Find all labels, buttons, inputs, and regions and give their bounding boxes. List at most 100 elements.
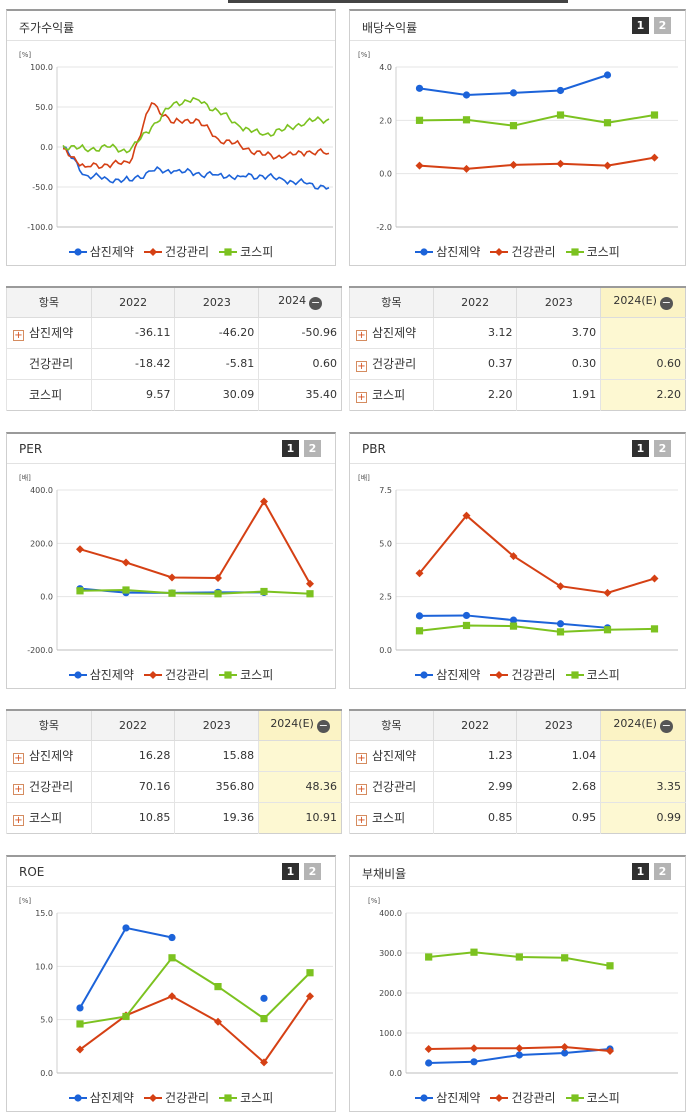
y-tick-label: 200.0 [379, 989, 402, 998]
table-cell: 70.16 [90, 770, 175, 802]
expand-plus-icon[interactable]: + [356, 330, 367, 341]
data-point [122, 924, 130, 932]
data-point [556, 620, 565, 628]
table-cell: -18.42 [90, 347, 175, 379]
row-name: + 코스피 [6, 801, 92, 833]
y-tick-label: 50.0 [35, 103, 53, 112]
series-line [79, 588, 311, 595]
legend-marker [420, 1094, 428, 1102]
expand-plus-icon[interactable]: + [356, 392, 367, 403]
y-tick-label: 0.0 [40, 1069, 53, 1077]
expand-plus-icon[interactable]: + [356, 753, 367, 764]
column-header: 2023 [174, 287, 259, 318]
table-cell: 0.85 [432, 801, 517, 833]
column-header: 항목 [6, 287, 92, 318]
y-tick-label: 0.0 [379, 646, 392, 654]
legend-item[interactable]: 코스피 [565, 243, 620, 260]
legend-item[interactable]: 삼진제약 [68, 666, 134, 683]
legend-item[interactable]: 건강관리 [143, 1089, 209, 1106]
legend-item[interactable]: 코스피 [219, 666, 273, 683]
collapse-icon[interactable]: − [316, 719, 330, 734]
table-cell: 3.35 [600, 770, 686, 802]
y-tick-label: -100.0 [27, 223, 53, 231]
legend-item[interactable]: 삼진제약 [415, 666, 480, 683]
data-point [260, 1058, 268, 1067]
data-point [260, 1015, 268, 1023]
legend-label: 삼진제약 [436, 245, 481, 259]
x-tick-label: 2018/12/28 [42, 230, 88, 231]
view-1-button[interactable]: 1 [282, 440, 299, 457]
data-point [168, 933, 176, 942]
view-1-button[interactable]: 1 [632, 440, 649, 457]
row-name: + 삼진제약 [6, 739, 92, 771]
view-1-button[interactable]: 1 [632, 863, 649, 880]
data-point [462, 116, 471, 124]
legend-item[interactable]: 건강관리 [143, 666, 209, 683]
legend-label: 코스피 [240, 1091, 274, 1105]
view-2-button[interactable]: 2 [654, 863, 671, 880]
column-header-label: 2024 [278, 294, 307, 308]
table-cell: 3.70 [516, 316, 601, 348]
legend-item[interactable]: 코스피 [219, 243, 273, 260]
table-cell: -5.81 [174, 347, 259, 379]
legend-item[interactable]: 삼진제약 [415, 243, 480, 260]
table-cell: 2.20 [432, 378, 517, 410]
view-2-button[interactable]: 2 [304, 440, 321, 457]
view-1-button[interactable]: 1 [632, 17, 649, 34]
data-point [650, 574, 659, 583]
panel-stock-return: 주가수익률 [%] 100.0 50.0 0.0 -50.0 -100.02018/12/… [6, 9, 336, 266]
legend-item[interactable]: 코스피 [565, 666, 620, 683]
view-2-button[interactable]: 2 [304, 863, 321, 880]
collapse-icon[interactable]: − [659, 719, 673, 734]
table-cell: 35.40 [258, 378, 342, 410]
expand-plus-icon[interactable]: + [13, 330, 24, 341]
table-cell: 1.91 [516, 378, 601, 410]
table-row: + 삼진제약 16.28 15.88 [6, 739, 342, 771]
table-row: + 코스피 10.85 19.36 10.91 [6, 801, 342, 833]
collapse-icon[interactable]: − [309, 296, 323, 311]
row-label: 삼진제약 [29, 326, 74, 340]
data-point [603, 119, 612, 127]
legend-item[interactable]: 건강관리 [143, 243, 209, 260]
table-header-row: 항목 2022 2023 2024− [6, 287, 342, 318]
column-header: 2023 [516, 710, 601, 741]
expand-plus-icon[interactable]: + [356, 815, 367, 826]
legend-marker-icon [68, 671, 87, 679]
collapse-icon[interactable]: − [659, 296, 673, 311]
legend-marker [148, 248, 157, 256]
top-tab-strip [228, 0, 568, 3]
table-cell: 3.12 [432, 316, 517, 348]
expand-plus-icon[interactable]: + [13, 815, 24, 826]
view-2-button[interactable]: 2 [654, 17, 671, 34]
legend-item[interactable]: 건강관리 [490, 1089, 556, 1106]
row-label: 건강관리 [29, 357, 74, 371]
expand-plus-icon[interactable]: + [356, 361, 367, 372]
legend-item[interactable]: 삼진제약 [68, 1089, 134, 1106]
y-tick-label: 0.0 [379, 170, 392, 179]
expand-plus-icon[interactable]: + [13, 784, 24, 795]
legend-marker-icon [143, 248, 162, 256]
legend-marker-icon [415, 1094, 434, 1102]
data-point [603, 588, 612, 597]
legend-item[interactable]: 삼진제약 [68, 243, 134, 260]
legend-item[interactable]: 코스피 [219, 1089, 273, 1106]
legend-marker [420, 248, 428, 256]
y-tick-label: 5.0 [379, 539, 392, 548]
legend-label: 삼진제약 [436, 668, 481, 682]
expand-plus-icon[interactable]: + [356, 784, 367, 795]
row-label: 건강관리 [372, 780, 417, 794]
row-label: 코스피 [29, 811, 63, 825]
expand-plus-icon[interactable]: + [13, 753, 24, 764]
legend-item[interactable]: 코스피 [565, 1089, 620, 1106]
legend-item[interactable]: 삼진제약 [415, 1089, 480, 1106]
table-cell: -36.11 [90, 316, 175, 348]
view-2-button[interactable]: 2 [654, 440, 671, 457]
legend-item[interactable]: 건강관리 [490, 243, 556, 260]
legend-item[interactable]: 건강관리 [490, 666, 556, 683]
table-cell: 1.04 [516, 739, 601, 771]
legend-marker [74, 671, 82, 679]
data-point [76, 1045, 84, 1054]
view-1-button[interactable]: 1 [282, 863, 299, 880]
panel-header: 주가수익률 [7, 11, 335, 41]
